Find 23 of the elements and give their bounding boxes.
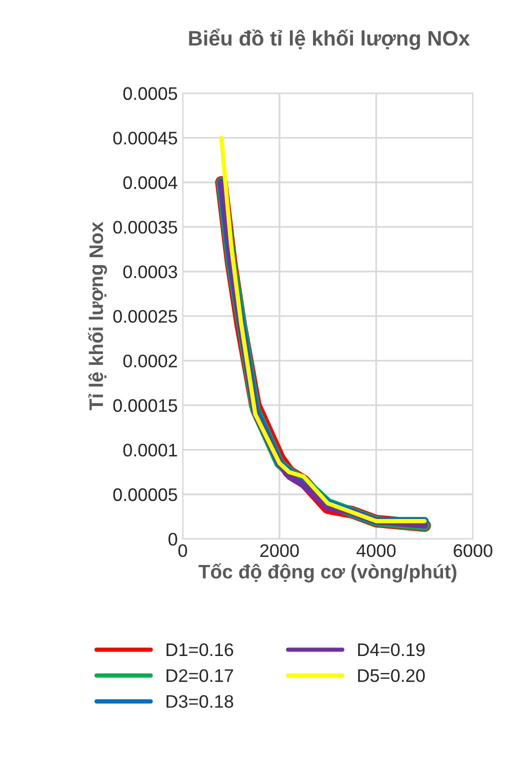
y-tick-label: 0.0003	[123, 265, 178, 278]
y-tick-label: 0.00015	[113, 399, 178, 412]
legend-label: D4=0.19	[358, 643, 425, 656]
y-tick-label: 0.0002	[123, 354, 177, 368]
x-tick-label: 6000	[454, 544, 492, 558]
x-tick-label: 0	[178, 544, 188, 558]
y-tick-label: 0.00035	[113, 220, 178, 234]
legend-label: D5=0.20	[358, 669, 425, 682]
y-tick-label: 0	[168, 532, 178, 546]
legend-label: D2=0.17	[166, 669, 234, 682]
y-tick-label: 0.00005	[113, 488, 178, 502]
x-tick-label: 2000	[260, 544, 299, 558]
y-tick-label: 0.0004	[123, 176, 178, 190]
chart-title: Biểu đồ tỉ lệ khối lượng NOx	[189, 28, 470, 50]
x-tick-label: 4000	[356, 544, 396, 558]
y-tick-label: 0.00025	[113, 310, 178, 323]
y-tick-label: 0.0005	[123, 87, 178, 100]
legend-label: D3=0.18	[166, 695, 234, 708]
y-tick-label: 0.0001	[123, 444, 177, 457]
y-tick-label: 0.00045	[113, 132, 178, 145]
legend-label: D1=0.16	[166, 643, 234, 656]
y-axis-title: Tỉ lệ khối lượng Nox	[88, 222, 108, 410]
x-axis-title: Tốc độ động cơ (vòng/phút)	[198, 563, 456, 582]
